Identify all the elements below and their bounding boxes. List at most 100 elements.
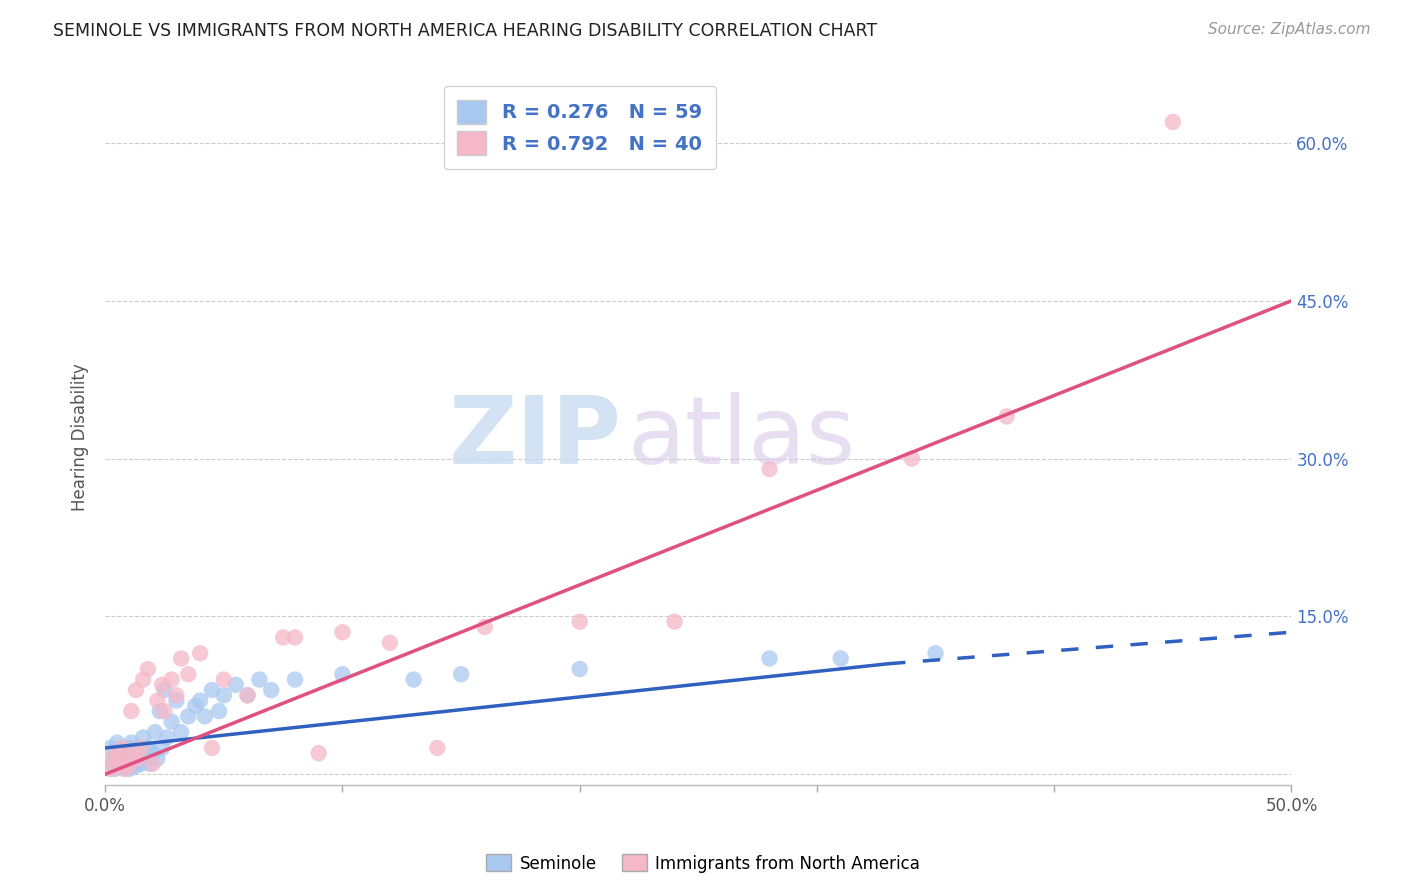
- Point: [474, 620, 496, 634]
- Point: [108, 748, 131, 763]
- Point: [108, 756, 131, 771]
- Point: [177, 667, 200, 681]
- Point: [118, 740, 141, 755]
- Point: [125, 759, 148, 773]
- Point: [125, 683, 148, 698]
- Y-axis label: Hearing Disability: Hearing Disability: [72, 364, 89, 511]
- Point: [284, 631, 307, 645]
- Point: [225, 678, 247, 692]
- Point: [568, 615, 591, 629]
- Point: [98, 740, 121, 755]
- Point: [450, 667, 472, 681]
- Point: [125, 744, 148, 758]
- Point: [332, 667, 354, 681]
- Point: [426, 740, 449, 755]
- Point: [188, 646, 211, 660]
- Point: [236, 689, 259, 703]
- Point: [118, 759, 141, 773]
- Point: [212, 689, 235, 703]
- Point: [122, 746, 145, 760]
- Point: [830, 651, 852, 665]
- Point: [901, 451, 924, 466]
- Point: [153, 704, 176, 718]
- Point: [201, 683, 224, 698]
- Point: [146, 751, 169, 765]
- Point: [111, 740, 134, 755]
- Point: [236, 689, 259, 703]
- Point: [120, 748, 142, 763]
- Point: [129, 746, 152, 760]
- Text: atlas: atlas: [627, 392, 855, 483]
- Point: [165, 693, 187, 707]
- Text: ZIP: ZIP: [449, 392, 621, 483]
- Point: [127, 751, 149, 765]
- Point: [402, 673, 425, 687]
- Point: [115, 746, 138, 760]
- Point: [284, 673, 307, 687]
- Point: [127, 751, 149, 765]
- Point: [122, 746, 145, 760]
- Point: [139, 756, 162, 771]
- Point: [101, 751, 124, 765]
- Point: [105, 736, 128, 750]
- Point: [132, 731, 155, 745]
- Point: [120, 704, 142, 718]
- Point: [188, 693, 211, 707]
- Point: [149, 704, 172, 718]
- Point: [120, 736, 142, 750]
- Point: [136, 662, 159, 676]
- Point: [924, 646, 946, 660]
- Point: [160, 673, 183, 687]
- Point: [758, 462, 780, 476]
- Point: [136, 740, 159, 755]
- Point: [112, 761, 135, 775]
- Point: [260, 683, 283, 698]
- Point: [129, 756, 152, 771]
- Point: [122, 755, 145, 769]
- Point: [142, 756, 165, 771]
- Point: [194, 709, 217, 723]
- Point: [184, 698, 207, 713]
- Point: [105, 746, 128, 760]
- Point: [150, 678, 173, 692]
- Point: [115, 756, 138, 771]
- Point: [1161, 115, 1184, 129]
- Point: [127, 740, 149, 755]
- Point: [378, 636, 401, 650]
- Point: [170, 651, 193, 665]
- Point: [142, 746, 165, 760]
- Point: [165, 689, 187, 703]
- Legend: R = 0.276   N = 59, R = 0.792   N = 40: R = 0.276 N = 59, R = 0.792 N = 40: [444, 87, 716, 169]
- Point: [112, 751, 135, 765]
- Point: [308, 746, 330, 760]
- Point: [135, 751, 157, 765]
- Point: [143, 725, 166, 739]
- Point: [129, 740, 152, 755]
- Legend: Seminole, Immigrants from North America: Seminole, Immigrants from North America: [479, 847, 927, 880]
- Point: [115, 751, 138, 765]
- Point: [249, 673, 271, 687]
- Text: Source: ZipAtlas.com: Source: ZipAtlas.com: [1208, 22, 1371, 37]
- Point: [208, 704, 231, 718]
- Point: [160, 714, 183, 729]
- Point: [104, 762, 127, 776]
- Point: [177, 709, 200, 723]
- Point: [112, 762, 135, 776]
- Point: [105, 746, 128, 760]
- Point: [156, 731, 179, 745]
- Point: [271, 631, 294, 645]
- Point: [568, 662, 591, 676]
- Point: [108, 759, 131, 773]
- Point: [664, 615, 686, 629]
- Text: SEMINOLE VS IMMIGRANTS FROM NORTH AMERICA HEARING DISABILITY CORRELATION CHART: SEMINOLE VS IMMIGRANTS FROM NORTH AMERIC…: [53, 22, 877, 40]
- Point: [212, 673, 235, 687]
- Point: [332, 625, 354, 640]
- Point: [995, 409, 1018, 424]
- Point: [150, 740, 173, 755]
- Point: [118, 762, 141, 776]
- Point: [111, 740, 134, 755]
- Point: [111, 755, 134, 769]
- Point: [98, 762, 121, 776]
- Point: [146, 693, 169, 707]
- Point: [101, 756, 124, 771]
